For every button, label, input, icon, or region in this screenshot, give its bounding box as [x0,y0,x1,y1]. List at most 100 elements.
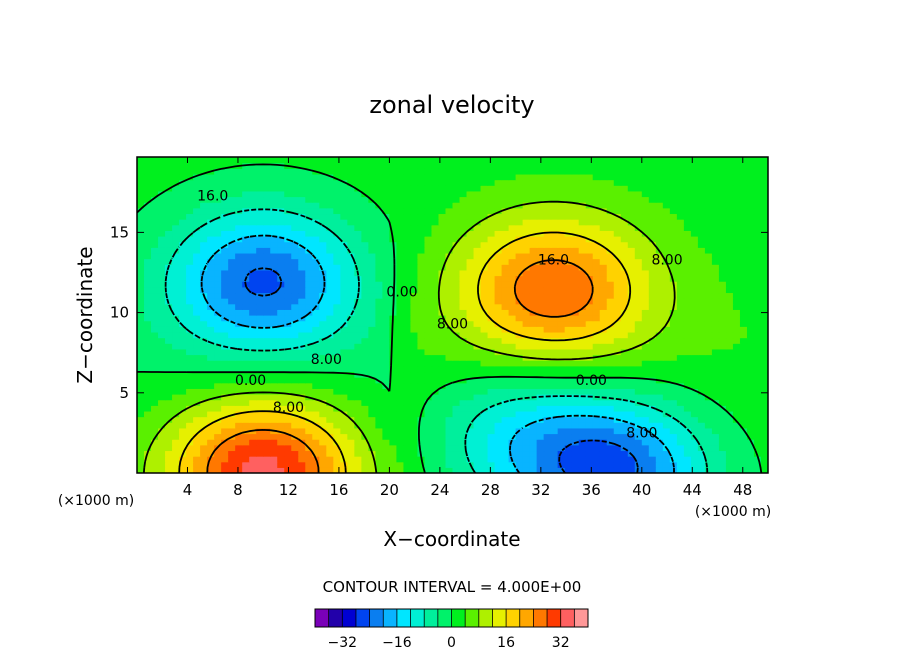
field-cell [627,275,636,282]
field-cell [263,377,271,384]
field-cell [697,303,706,310]
field-cell [417,315,426,322]
field-cell [704,444,713,452]
field-cell [522,326,531,333]
field-cell [228,320,236,327]
field-cell [214,422,222,429]
field-cell [459,348,468,356]
field-cell [333,247,341,254]
field-cell [459,298,468,305]
field-cell [620,456,629,463]
field-cell [172,439,180,446]
field-cell [410,410,419,418]
field-cell [459,450,468,457]
field-cell [298,399,306,406]
field-cell [599,467,608,473]
field-cell [599,433,608,440]
field-cell [263,320,271,327]
field-cell [445,190,454,198]
field-cell [438,416,447,423]
field-cell [592,433,601,440]
field-cell [193,410,201,418]
field-cell [445,416,454,423]
field-cell [459,427,468,435]
field-cell [578,230,587,237]
field-cell [207,427,215,435]
field-cell [277,292,285,299]
field-cell [396,377,405,384]
field-cell [459,405,468,412]
field-cell [235,388,243,395]
field-cell [242,343,250,350]
field-cell [277,388,285,395]
field-cell [354,168,362,175]
field-cell [536,456,545,463]
field-cell [186,382,194,389]
field-cell [550,427,559,435]
field-cell [347,281,355,288]
field-cell [270,320,278,327]
field-cell [564,179,573,186]
field-cell [571,252,580,260]
field-cell [270,179,278,186]
field-cell [557,190,566,198]
field-cell [704,236,713,243]
field-cell [459,439,468,446]
field-cell [214,157,222,164]
field-cell [445,286,454,294]
field-cell [256,224,264,231]
field-cell [753,196,762,203]
field-cell [207,394,215,401]
field-cell [529,399,538,406]
field-cell [550,433,559,440]
field-cell [480,241,489,248]
field-cell [655,467,664,473]
field-cell [284,444,292,452]
field-cell [200,275,208,282]
field-cell [256,315,264,322]
field-cell [557,394,566,401]
field-cell [669,196,678,203]
field-cell [452,157,461,164]
field-cell [284,315,292,322]
field-cell [613,371,622,378]
field-cell [326,236,334,243]
field-cell [606,399,615,406]
field-cell [200,320,208,327]
field-cell [662,298,671,305]
field-cell [711,281,720,288]
field-cell [424,427,433,435]
field-cell [522,236,531,243]
field-cell [249,331,257,339]
field-cell [347,360,355,367]
field-cell [529,433,538,440]
field-cell [739,207,748,215]
field-cell [179,433,187,440]
field-cell [522,410,531,418]
field-cell [529,292,538,299]
field-cell [508,348,517,356]
field-cell [494,354,503,361]
field-cell [606,162,615,169]
field-cell [739,303,748,310]
field-cell [151,252,159,260]
field-cell [375,427,383,435]
field-cell [501,196,510,203]
field-cell [410,207,419,215]
field-cell [312,467,320,473]
field-cell [725,467,734,473]
field-cell [375,202,383,209]
field-cell [361,394,369,401]
field-cell [648,320,657,327]
field-cell [284,394,292,401]
field-cell [235,439,243,446]
field-cell [627,309,636,316]
field-cell [725,461,734,468]
field-cell [599,168,608,175]
field-cell [711,190,720,198]
field-cell [270,281,278,288]
field-cell [361,168,369,175]
field-cell [319,439,327,446]
field-cell [655,405,664,412]
field-cell [179,281,187,288]
